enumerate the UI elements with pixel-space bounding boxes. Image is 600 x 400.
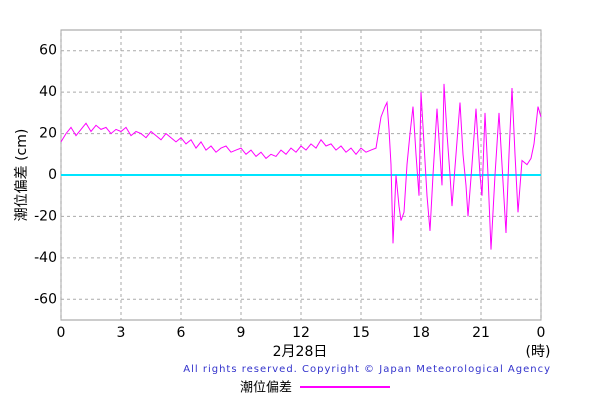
x-axis-unit: (時) <box>526 344 551 360</box>
copyright: All rights reserved. Copyright © Japan M… <box>183 364 551 375</box>
x-tick-label: 18 <box>412 325 430 341</box>
y-tick-label: 0 <box>48 167 57 183</box>
y-axis-label: 潮位偏差 (cm) <box>14 129 30 222</box>
x-tick-label: 9 <box>237 325 246 341</box>
y-tick-label: 60 <box>39 43 57 59</box>
y-tick-label: 20 <box>39 126 57 142</box>
x-tick-label: 0 <box>537 325 546 341</box>
x-tick-label: 12 <box>292 325 310 341</box>
y-tick-label: -20 <box>34 208 57 224</box>
x-tick-label: 15 <box>352 325 370 341</box>
y-tick-label: 40 <box>39 84 57 100</box>
x-axis-label: 2月28日 <box>273 344 328 360</box>
data-line <box>60 83 542 250</box>
y-tick-label: -40 <box>34 250 57 266</box>
x-tick-label: 0 <box>57 325 66 341</box>
x-tick-label: 6 <box>177 325 186 341</box>
x-tick-label: 3 <box>117 325 126 341</box>
legend-label: 潮位偏差 <box>240 381 292 396</box>
x-tick-label: 21 <box>472 325 490 341</box>
y-tick-label: -60 <box>34 291 57 307</box>
